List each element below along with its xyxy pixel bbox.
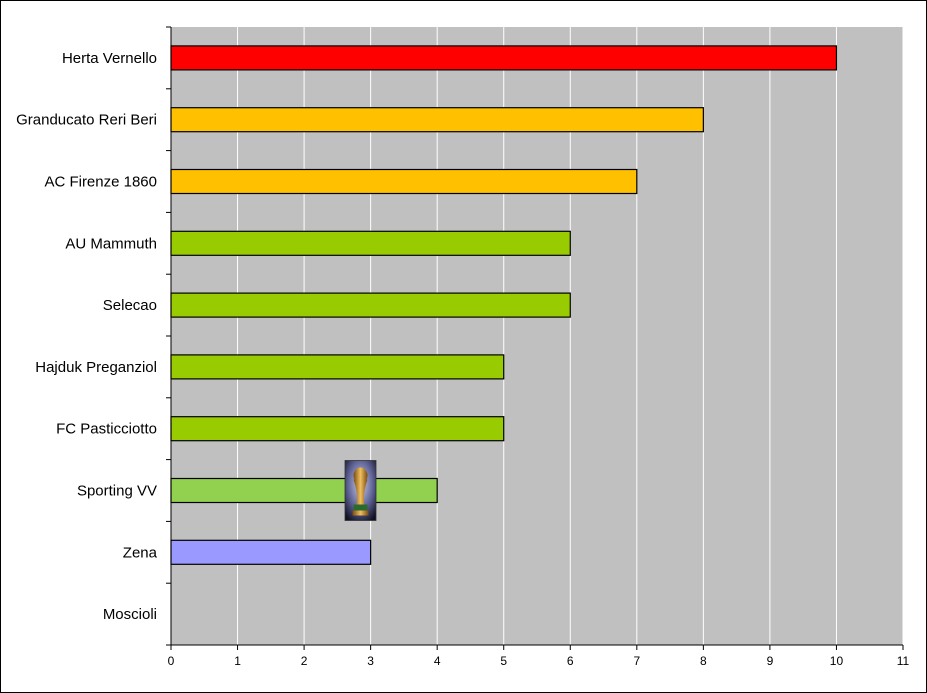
- x-tick-label: 3: [367, 654, 374, 668]
- trophy-base: [352, 510, 369, 516]
- category-label: Moscioli: [103, 606, 157, 623]
- category-label: Granducato Reri Beri: [16, 112, 157, 129]
- bar: [170, 416, 505, 442]
- trophy-body: [353, 479, 368, 505]
- category-label: AC Firenze 1860: [44, 174, 157, 191]
- category-label: Zena: [123, 544, 158, 561]
- category-label: Hajduk Preganziol: [35, 359, 157, 376]
- bar: [170, 168, 638, 195]
- trophy-icon: [344, 460, 377, 521]
- x-tick-label: 4: [434, 654, 441, 668]
- x-tick-label: 6: [567, 654, 574, 668]
- trophy-base-band: [353, 504, 368, 511]
- bar: [170, 477, 438, 504]
- x-tick-label: 10: [830, 654, 844, 668]
- x-tick-label: 9: [767, 654, 774, 668]
- category-label: Sporting VV: [77, 483, 157, 500]
- x-tick-label: 0: [168, 654, 175, 668]
- bar: [170, 354, 505, 380]
- bar: [170, 230, 571, 256]
- x-tick-label: 11: [897, 654, 910, 668]
- x-tick-label: 2: [301, 654, 308, 668]
- bar: [170, 45, 838, 71]
- category-labels: Herta Vernello Granducato Reri Beri AC Fir…: [16, 50, 158, 623]
- bar: [170, 292, 571, 318]
- category-label: Selecao: [103, 297, 157, 314]
- x-tick-label: 1: [234, 654, 241, 668]
- x-tick-labels: 0 1 2 3 4 5 6 7 8 9 10 11: [168, 654, 910, 668]
- bar: [170, 107, 704, 133]
- x-tick-label: 5: [500, 654, 507, 668]
- category-label: Herta Vernello: [62, 50, 157, 67]
- bar: [170, 539, 372, 565]
- category-label: FC Pasticciotto: [56, 421, 157, 438]
- axes: [166, 26, 904, 650]
- x-tick-label: 8: [700, 654, 707, 668]
- x-tick-label: 7: [633, 654, 640, 668]
- category-label: AU Mammuth: [65, 235, 157, 252]
